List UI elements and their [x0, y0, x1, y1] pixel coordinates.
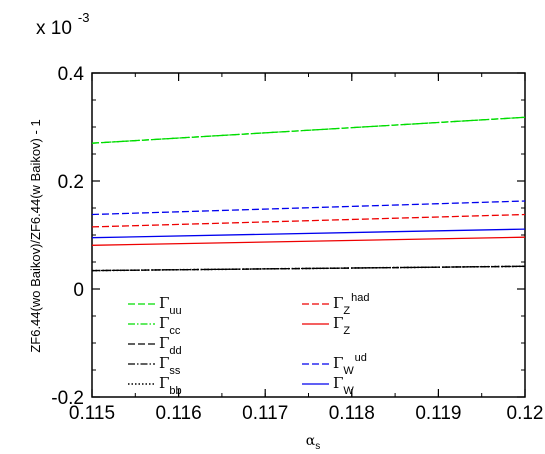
- y-tick-label: 0.2: [58, 172, 84, 193]
- legend-subscript: Z: [343, 325, 350, 337]
- legend-symbol: Γ: [333, 314, 343, 332]
- y-tick-label: 0.4: [58, 64, 85, 85]
- y-tick-label: 0: [73, 280, 84, 301]
- legend-label-w: ΓW: [333, 374, 354, 397]
- legend-subscript: bb: [169, 385, 181, 397]
- series-line-ss: [91, 265, 526, 272]
- legend-symbol: Γ: [333, 294, 343, 312]
- legend-label-dd: Γdd: [159, 334, 182, 357]
- legend-label-z: ΓZ: [333, 314, 350, 337]
- series-line-zhad: [91, 213, 526, 228]
- legend-symbol: Γ: [159, 354, 169, 372]
- legend-label-wud: ΓWud: [333, 352, 367, 377]
- legend-subscript: W: [343, 385, 354, 397]
- legend-label-bb: Γbb: [159, 374, 182, 397]
- legend-subscript: uu: [169, 305, 181, 317]
- legend-label-uu: Γuu: [159, 294, 182, 317]
- x-tick-label-0119: 0.119: [415, 403, 461, 424]
- x-tick-label-012: 0.12: [507, 403, 544, 424]
- x-axis-label: αs: [306, 433, 320, 452]
- y-axis-label: ZF6.44(wo Baikov)/ZF6.44(w Baikov) - 1: [28, 119, 43, 352]
- series-line-cc: [91, 116, 526, 144]
- legend-symbol: Γ: [159, 374, 169, 392]
- series-layer: [91, 116, 526, 272]
- legend-symbol: Γ: [333, 354, 343, 372]
- legend-symbol: Γ: [159, 334, 169, 352]
- legend-symbol: Γ: [333, 374, 343, 392]
- multiplier-exponent: -3: [78, 10, 90, 25]
- legend-subscript: Z: [343, 305, 350, 317]
- x-axis-subscript: s: [315, 441, 320, 452]
- y-tick-label: -0.2: [51, 388, 84, 409]
- legend-label-zhad: ΓZhad: [333, 292, 370, 317]
- x-tick-label-0118: 0.118: [329, 403, 375, 424]
- series-line-w: [91, 228, 526, 239]
- axis-multiplier: x 10 -3: [36, 10, 89, 39]
- x-axis-symbol: α: [306, 433, 316, 449]
- series-line-z: [91, 236, 526, 246]
- legend-symbol: Γ: [159, 294, 169, 312]
- legend-label-ss: Γss: [159, 354, 181, 377]
- series-line-bb: [91, 265, 526, 272]
- legend-subscript: dd: [169, 345, 181, 357]
- legend-subscript: ss: [169, 365, 181, 377]
- multiplier-base: x 10: [36, 18, 72, 39]
- legend-superscript: had: [351, 292, 369, 304]
- legend-subscript: W: [343, 365, 354, 377]
- legend-superscript: ud: [355, 352, 367, 364]
- legend-label-cc: Γcc: [159, 314, 181, 337]
- x-tick-label-0116: 0.116: [156, 403, 202, 424]
- ticks-layer: 0.115 0.116 0.117 0.118 0.119 0.12 -0.2 0 0.2 0.4: [51, 64, 543, 424]
- x-tick-label-0115: 0.115: [69, 403, 115, 424]
- x-tick-label-0117: 0.117: [242, 403, 288, 424]
- series-line-wud: [91, 200, 526, 216]
- legend-symbol: Γ: [159, 314, 169, 332]
- legend-subscript: cc: [169, 325, 181, 337]
